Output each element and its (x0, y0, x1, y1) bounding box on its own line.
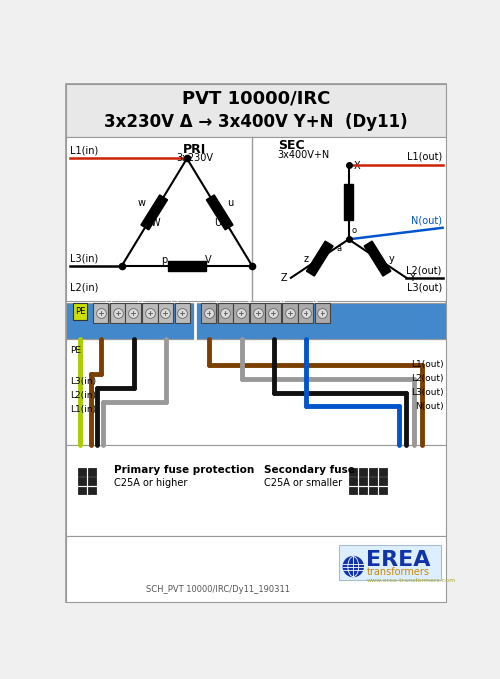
Bar (378, 477, 387, 485)
Text: L1(out): L1(out) (410, 361, 444, 369)
Bar (358, 486, 367, 494)
Text: Z: Z (280, 273, 287, 283)
Text: W: W (151, 218, 160, 228)
Text: z: z (304, 253, 309, 263)
Bar (93, 304, 108, 323)
Text: a: a (337, 244, 342, 253)
Text: transformers: transformers (366, 567, 430, 577)
Text: y: y (388, 253, 394, 263)
Bar (348, 486, 357, 494)
Bar (110, 304, 126, 323)
Text: L1(out): L1(out) (406, 152, 442, 162)
Text: L1(in): L1(in) (70, 405, 96, 414)
Text: PRI: PRI (183, 143, 206, 155)
Bar (250, 304, 266, 323)
Bar (348, 477, 357, 485)
Bar (168, 261, 206, 272)
Text: www.erea-transformers.com: www.erea-transformers.com (366, 578, 456, 583)
Bar (233, 304, 248, 323)
Bar (358, 468, 367, 476)
Bar (66, 304, 446, 340)
Bar (344, 184, 354, 220)
Text: C25A or higher: C25A or higher (114, 477, 187, 488)
Bar (368, 468, 377, 476)
Bar (358, 477, 367, 485)
Text: SEC: SEC (278, 139, 304, 152)
Text: SCH_PVT 10000/IRC/Dy11_190311: SCH_PVT 10000/IRC/Dy11_190311 (146, 585, 290, 594)
Bar (66, 340, 446, 445)
Text: V: V (205, 255, 212, 265)
Bar (142, 304, 158, 323)
Text: L3(in): L3(in) (70, 253, 98, 263)
Text: 3x230V: 3x230V (176, 153, 213, 164)
Text: L1(in): L1(in) (70, 146, 98, 155)
Text: Primary fuse protection: Primary fuse protection (114, 465, 254, 475)
Bar (364, 241, 391, 276)
Text: L3(out): L3(out) (410, 388, 444, 397)
Bar (88, 468, 96, 476)
Text: L3: L3 (169, 297, 179, 306)
Bar (88, 477, 96, 485)
Bar (73, 304, 87, 320)
Bar (340, 545, 441, 581)
Bar (78, 477, 86, 485)
Text: L2(out): L2(out) (406, 265, 442, 275)
Text: L3(out): L3(out) (406, 283, 442, 293)
Text: 3x230V Δ → 3x400V Y+N  (Dy11): 3x230V Δ → 3x400V Y+N (Dy11) (104, 113, 408, 130)
Bar (266, 304, 281, 323)
Text: EREA: EREA (366, 551, 431, 570)
Text: L2(in): L2(in) (70, 391, 96, 400)
Bar (66, 137, 446, 301)
Bar (298, 304, 313, 323)
Bar (282, 304, 298, 323)
Text: L2(in): L2(in) (70, 283, 98, 293)
Bar (368, 477, 377, 485)
Text: PVT 10000/IRC: PVT 10000/IRC (182, 90, 330, 107)
Text: p: p (160, 255, 167, 265)
Text: U: U (214, 218, 222, 228)
Text: L2: L2 (136, 297, 146, 306)
Text: L2(out): L2(out) (411, 374, 444, 383)
Bar (306, 241, 333, 276)
Bar (218, 304, 233, 323)
Circle shape (344, 557, 363, 576)
Text: Secondary fuse: Secondary fuse (264, 465, 355, 475)
Text: u: u (228, 198, 234, 208)
Text: N(out): N(out) (414, 402, 444, 411)
Text: w: w (138, 198, 146, 208)
Bar (141, 195, 168, 230)
Text: PE: PE (70, 346, 81, 356)
Text: 3x400V+N: 3x400V+N (278, 149, 330, 160)
Text: PE: PE (74, 307, 85, 316)
Bar (315, 304, 330, 323)
Bar (126, 304, 141, 323)
Bar (158, 304, 173, 323)
Text: Y: Y (408, 273, 414, 283)
Text: C25A or smaller: C25A or smaller (264, 477, 342, 488)
Bar (378, 468, 387, 476)
Text: N: N (311, 297, 317, 306)
Bar (368, 486, 377, 494)
Bar (66, 84, 446, 137)
Bar (66, 445, 446, 536)
Text: u: u (214, 297, 220, 306)
Bar (206, 195, 233, 230)
Text: L1: L1 (104, 297, 114, 306)
Text: N(out): N(out) (411, 215, 442, 225)
Bar (78, 468, 86, 476)
Bar (348, 468, 357, 476)
Text: o: o (352, 225, 357, 234)
Text: L3(in): L3(in) (70, 378, 96, 386)
Text: X: X (354, 161, 360, 171)
Bar (201, 304, 216, 323)
Bar (88, 486, 96, 494)
Text: w: w (278, 297, 285, 306)
Bar (78, 486, 86, 494)
Bar (378, 486, 387, 494)
Bar (66, 536, 446, 602)
Bar (174, 304, 190, 323)
Text: v: v (247, 297, 252, 306)
